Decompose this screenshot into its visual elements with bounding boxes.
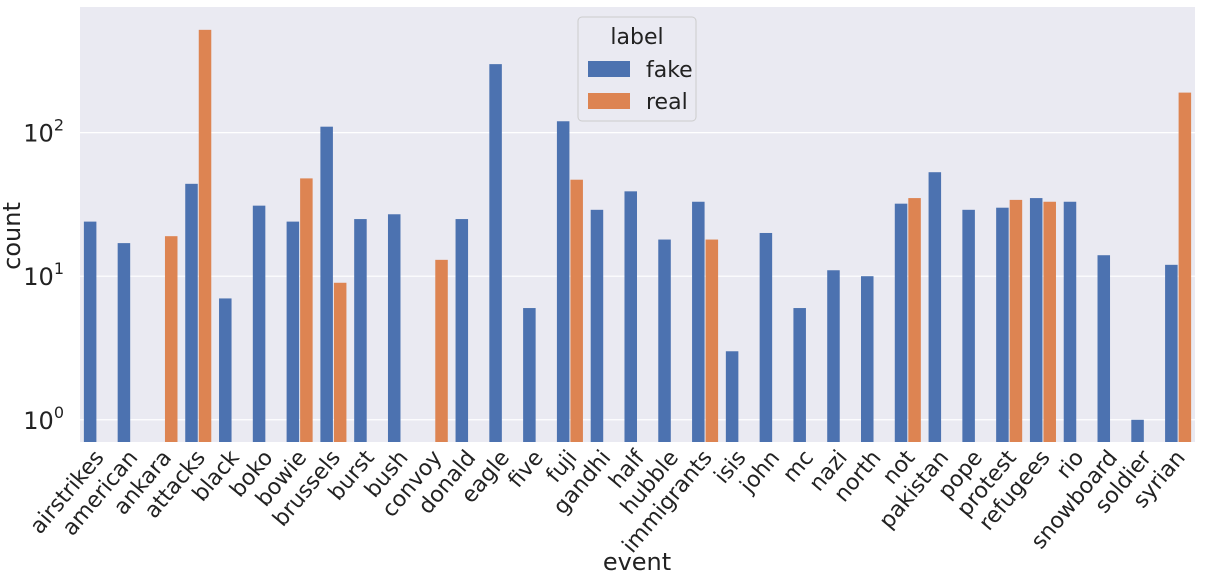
bar-real-bowie — [300, 178, 313, 442]
bar-fake-bowie — [286, 221, 300, 442]
grid-lines — [80, 132, 1195, 421]
bar-fake-immigrants — [692, 201, 705, 442]
bar-fake-nazi — [827, 270, 840, 442]
bar-fake-half — [624, 191, 637, 442]
bar-fake-black — [219, 298, 232, 442]
bar-fake-eagle — [489, 64, 502, 443]
bar-fake-isis — [725, 351, 739, 442]
bar-real-ankara — [164, 236, 178, 442]
y-axis-label: count — [0, 202, 26, 270]
bar-fake-five — [523, 308, 536, 442]
y-tick-labels: 100 101 102 — [23, 116, 64, 435]
bar-fake-boko — [252, 205, 266, 442]
legend-label-real: real — [646, 90, 688, 115]
bar-fake-airstrikes — [83, 221, 97, 442]
bar-fake-mc — [793, 308, 806, 442]
bar-fake-fuji — [556, 121, 570, 443]
x-axis-label: event — [603, 548, 671, 576]
bar-fake-burst — [354, 219, 367, 442]
bar-real-not — [908, 198, 921, 442]
bar-real-fuji — [570, 179, 583, 442]
bars — [83, 29, 1192, 443]
bar-fake-american — [117, 243, 131, 442]
legend-title: label — [610, 25, 663, 50]
bar-fake-attacks — [185, 183, 198, 442]
bar-fake-bush — [387, 214, 401, 442]
x-tick-label: five — [504, 446, 549, 493]
bar-real-attacks — [198, 29, 212, 442]
bar-fake-protest — [996, 207, 1009, 442]
bar-real-brussels — [333, 282, 347, 442]
bar-fake-syrian — [1165, 264, 1178, 442]
bar-fake-north — [861, 276, 874, 442]
bar-fake-pope — [962, 209, 975, 442]
legend-label-fake: fake — [646, 58, 693, 83]
bar-real-refugees — [1043, 201, 1056, 442]
y-tick-label: 101 — [23, 259, 64, 291]
bar-fake-refugees — [1029, 198, 1043, 442]
y-tick-label: 100 — [23, 403, 64, 435]
bar-fake-hubble — [658, 239, 671, 442]
legend-swatch-fake — [588, 61, 630, 77]
bar-real-immigrants — [705, 239, 719, 442]
bar-real-convoy — [435, 259, 448, 442]
legend-swatch-real — [588, 93, 630, 109]
y-tick-label: 102 — [23, 116, 64, 148]
bar-fake-not — [894, 203, 908, 442]
bar-fake-brussels — [320, 126, 333, 442]
x-tick-labels: airstrikesamericanankaraattacksblackboko… — [26, 445, 1191, 558]
bar-real-protest — [1009, 199, 1023, 442]
bar-fake-gandhi — [590, 209, 604, 442]
bar-fake-pakistan — [928, 172, 942, 442]
bar-fake-snowboard — [1097, 255, 1111, 442]
bar-fake-rio — [1063, 201, 1077, 442]
bar-fake-donald — [455, 219, 469, 442]
bar-real-syrian — [1178, 92, 1192, 443]
bar-fake-soldier — [1131, 419, 1144, 442]
legend: label fake real — [577, 16, 697, 122]
bar-fake-john — [759, 232, 773, 442]
